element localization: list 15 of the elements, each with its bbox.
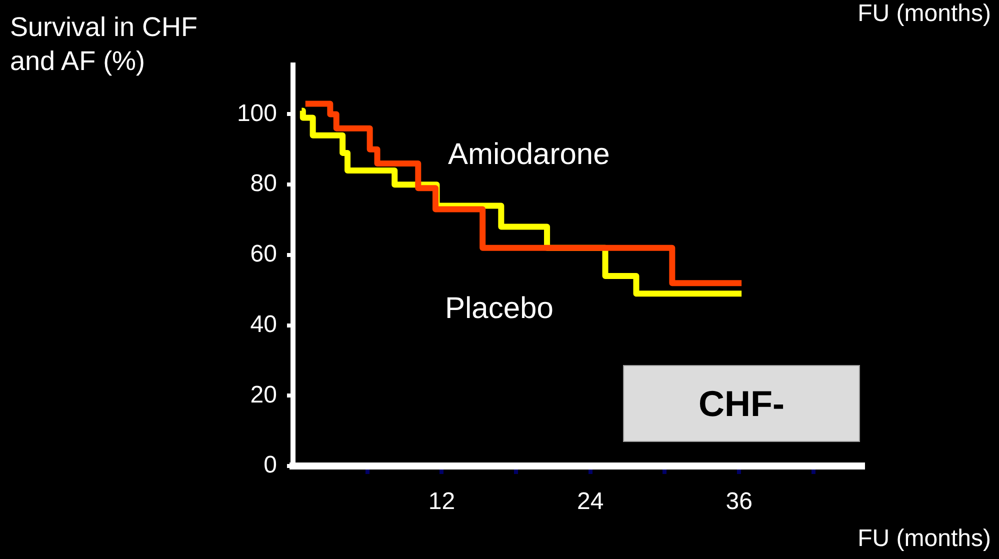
y-tick-label: 20 xyxy=(250,381,277,408)
x-axis-title: FU (months) xyxy=(858,524,991,554)
y-tick-label: 80 xyxy=(250,170,277,198)
y-tick-label: 0 xyxy=(264,452,277,479)
x-tick-label: 36 xyxy=(726,488,752,516)
annotation: CHF- xyxy=(698,382,784,424)
text: FU (months) xyxy=(858,0,991,28)
y-tick-label: 60 xyxy=(250,240,277,268)
series-label: Amiodarone xyxy=(448,138,610,172)
y-tick-label: 40 xyxy=(250,310,277,338)
y-tick-label: 100 xyxy=(236,100,277,127)
series-label: Placebo xyxy=(445,292,554,326)
x-tick-label: 24 xyxy=(577,488,604,516)
x-tick-label: 12 xyxy=(428,488,456,516)
y-axis-title: Survival in CHF and AF (%) xyxy=(10,11,198,78)
